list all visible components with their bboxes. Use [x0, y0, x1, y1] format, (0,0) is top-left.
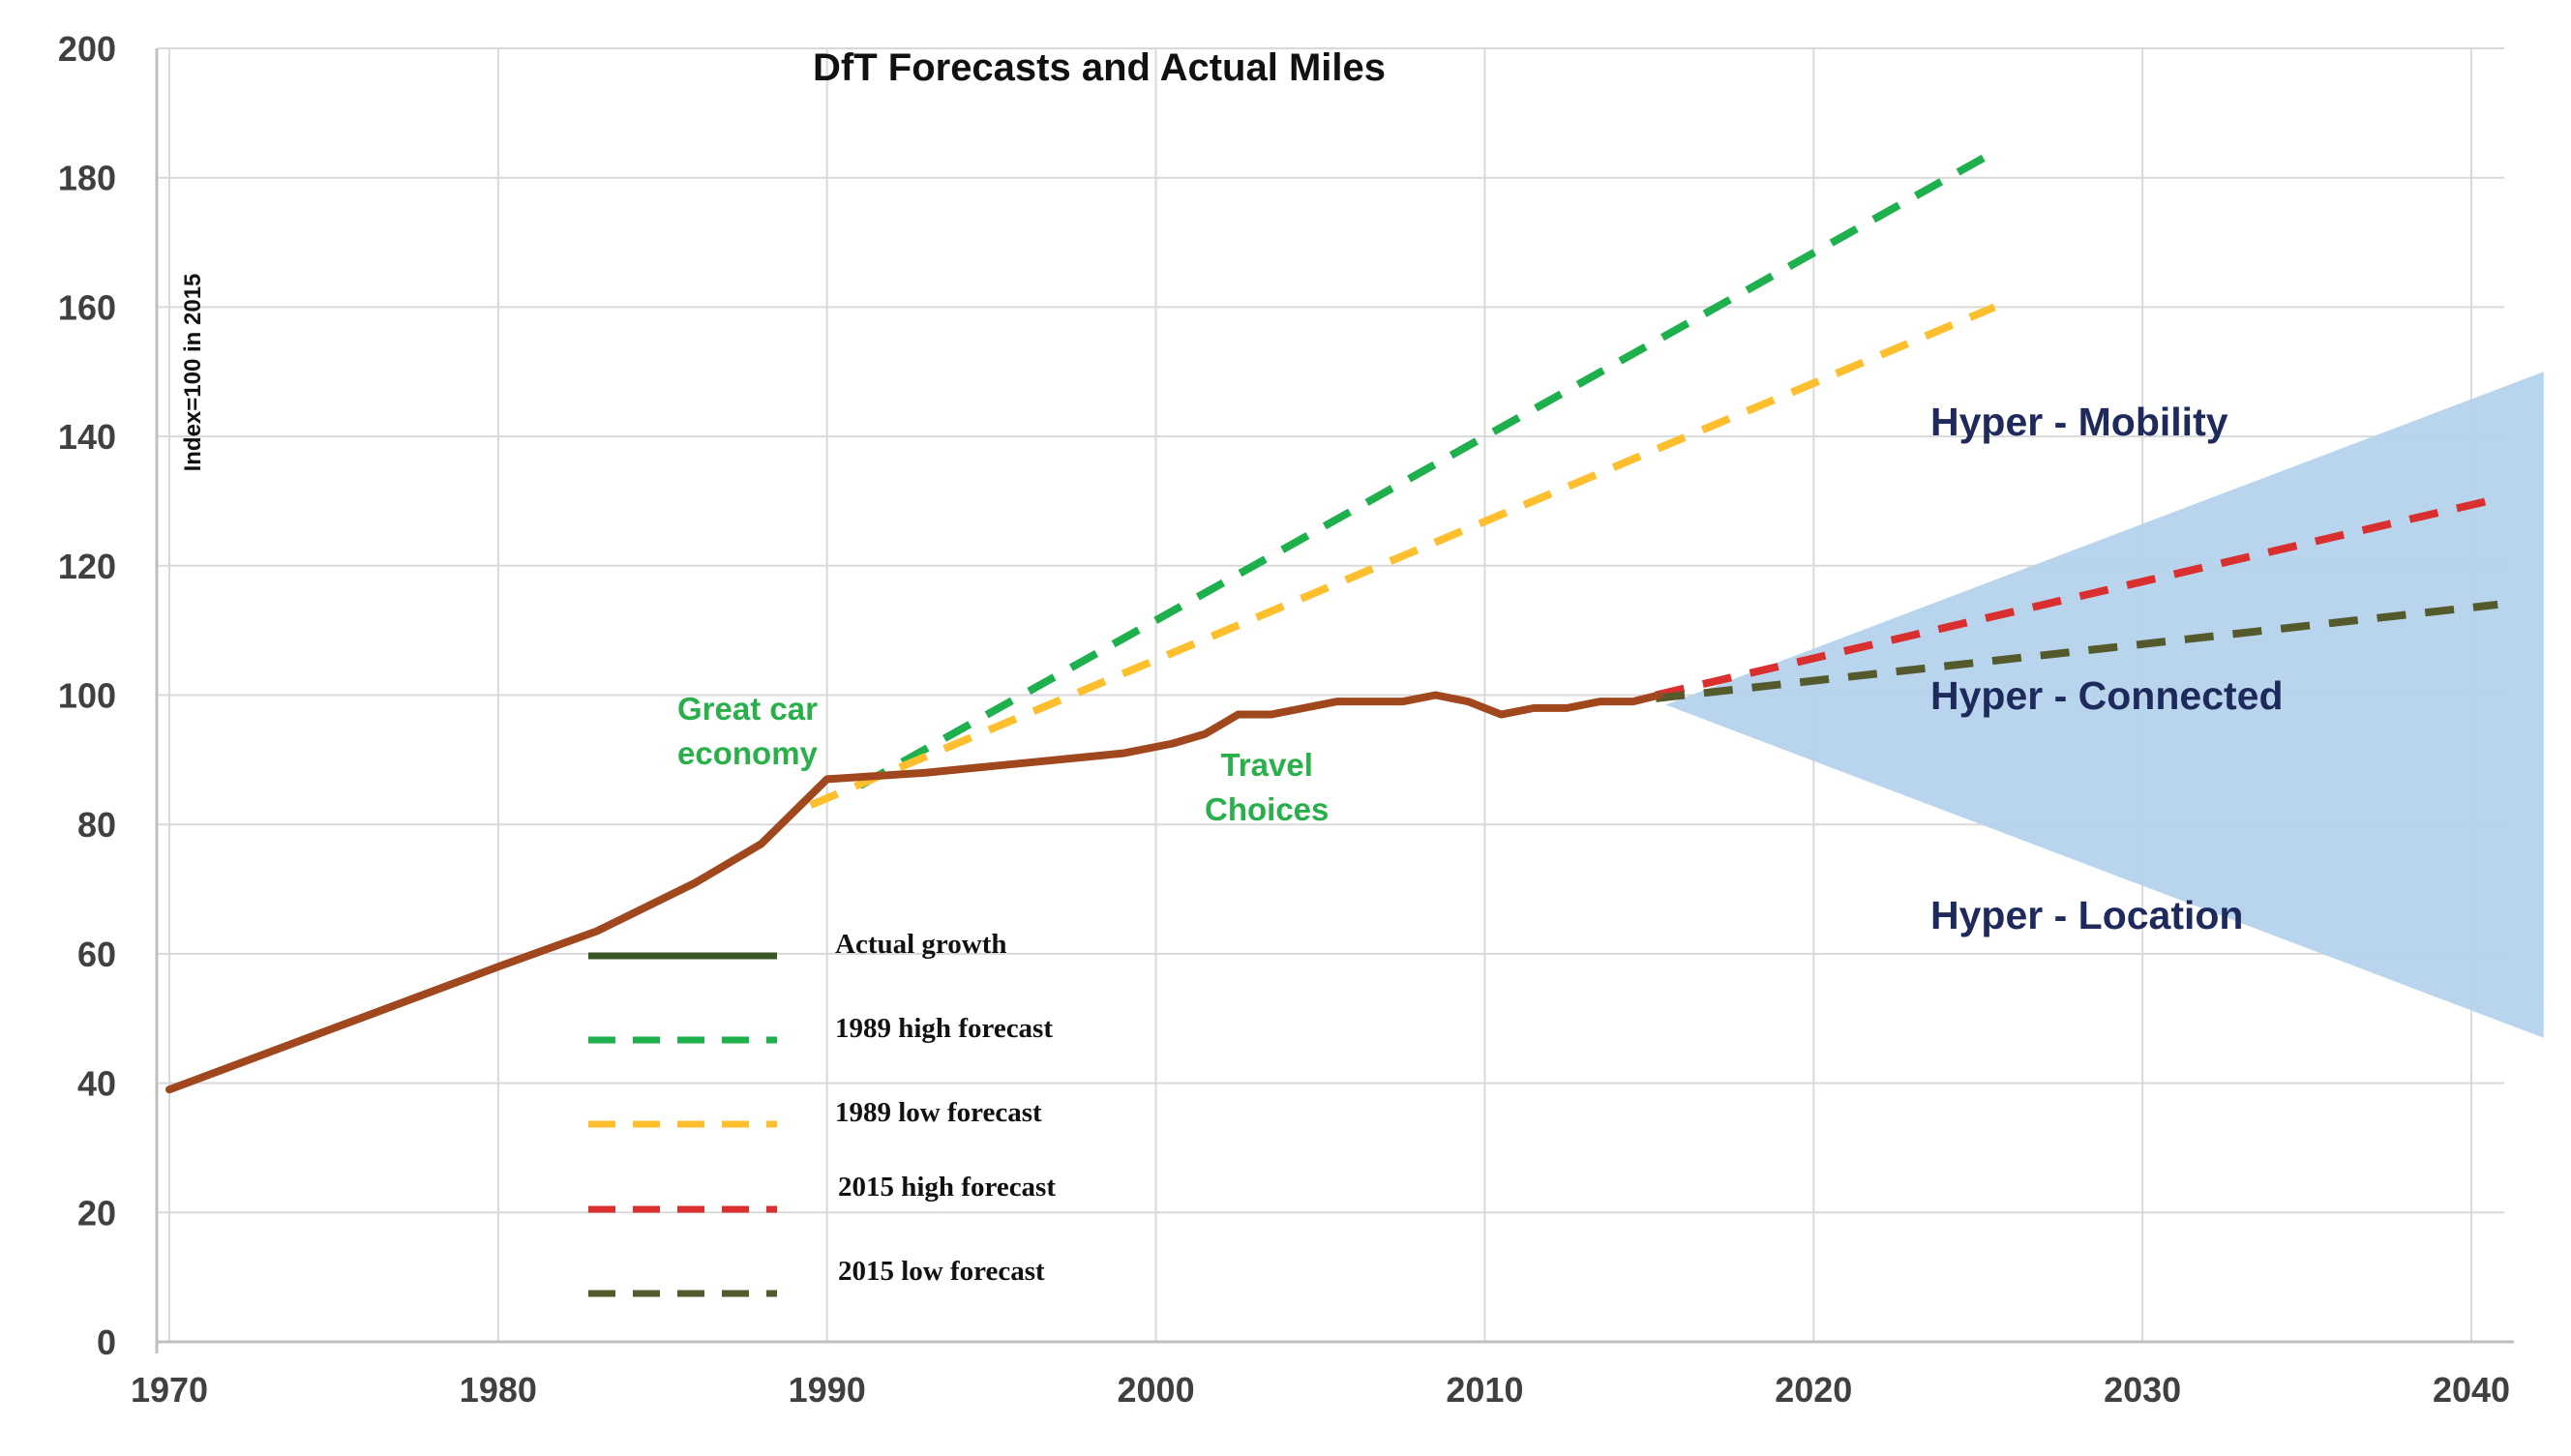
legend-label-actual-growth: Actual growth: [835, 929, 1007, 960]
annotation-line: Great car: [677, 691, 818, 727]
annotation-great-car-economy: Great car economy: [677, 687, 818, 776]
x-tick-label: 2040: [2433, 1370, 2510, 1410]
x-tick-label: 2000: [1118, 1370, 1195, 1410]
y-tick-label: 120: [58, 547, 116, 586]
axes: 1970 1980 1990 2000 2010 2020 2030 204002040608…: [58, 29, 2514, 1410]
legend-label-1989-high: 1989 high forecast: [835, 1013, 1054, 1044]
x-tick-label: 1980: [460, 1370, 537, 1410]
x-tick-label: 2010: [1446, 1370, 1523, 1410]
y-tick-label: 40: [77, 1064, 116, 1104]
y-tick-label: 140: [58, 417, 116, 457]
actual-growth-line: [165, 691, 1663, 1094]
annotation-hyper-mobility: Hyper - Mobility: [1930, 400, 2228, 444]
y-axis-label: Index=100 in 2015: [180, 273, 206, 472]
annotation-line: Choices: [1205, 791, 1330, 827]
legend-label-2015-high: 2015 high forecast: [838, 1172, 1057, 1203]
annotation-travel-choices: Travel Choices: [1205, 743, 1329, 832]
series-lines: [165, 148, 2498, 1094]
low-forecast-1989-line: [809, 303, 1996, 809]
x-tick-label: 2030: [2104, 1370, 2181, 1410]
annotation-hyper-connected: Hyper - Connected: [1930, 673, 2284, 718]
y-tick-label: 80: [77, 805, 116, 845]
annotation-line: economy: [677, 735, 818, 771]
low-forecast-2015-line: [1655, 600, 2498, 702]
y-tick-label: 180: [58, 159, 116, 198]
annotation-hyper-location: Hyper - Location: [1930, 893, 2244, 937]
x-tick-label: 1970: [131, 1370, 208, 1410]
x-tick-label: 1990: [789, 1370, 866, 1410]
x-tick-label: 2020: [1775, 1370, 1852, 1410]
legend-label-2015-low: 2015 low forecast: [838, 1256, 1045, 1287]
annotation-line: Travel: [1220, 747, 1313, 783]
legend-label-1989-low: 1989 low forecast: [835, 1097, 1042, 1128]
y-tick-label: 160: [58, 287, 116, 327]
y-tick-label: 0: [97, 1322, 116, 1362]
y-tick-label: 20: [77, 1193, 116, 1233]
chart-title: DfT Forecasts and Actual Miles: [813, 46, 1386, 89]
y-tick-label: 100: [58, 676, 116, 716]
y-tick-label: 200: [58, 29, 116, 69]
y-tick-label: 60: [77, 935, 116, 974]
high-forecast-1989-line: [857, 148, 1997, 789]
legend: [588, 952, 777, 1297]
